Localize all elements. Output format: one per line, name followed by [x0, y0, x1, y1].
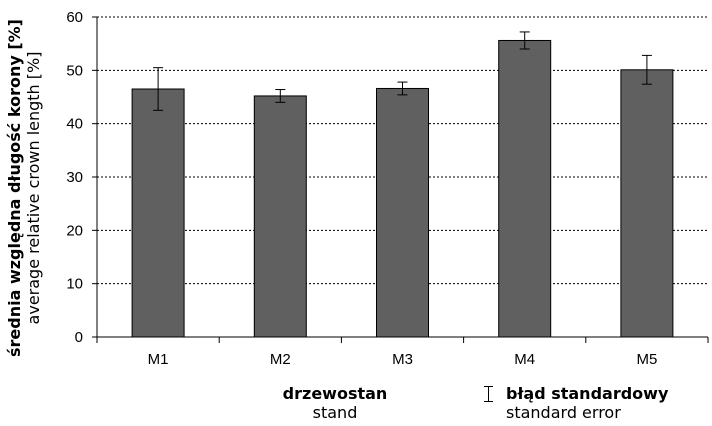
x-tick-label-M4: M4: [514, 351, 535, 368]
x-tick-label-M5: M5: [636, 351, 657, 368]
bar-M2: [253, 95, 307, 338]
x-axis-title-primary: drzewostan: [282, 384, 388, 403]
y-tick-label-30: 30: [66, 169, 83, 186]
legend-label-secondary: standard error: [506, 403, 621, 422]
legend-label-primary: błąd standardowy: [506, 384, 669, 403]
y-tick-label-60: 60: [66, 9, 83, 26]
y-tick-label-40: 40: [66, 116, 83, 133]
x-tick-label-M1: M1: [148, 351, 169, 368]
x-axis-title-secondary: stand: [312, 403, 358, 422]
bar-M5: [620, 69, 674, 338]
y-tick-label-10: 10: [66, 276, 83, 293]
x-tick-label-M2: M2: [270, 351, 291, 368]
y-tick-label-0: 0: [75, 329, 83, 346]
bar-M3: [376, 87, 429, 338]
x-tick-label-M3: M3: [392, 351, 413, 368]
y-tick-label-20: 20: [66, 222, 83, 239]
error-bar-legend-icon: [484, 386, 494, 402]
y-axis-title-secondary: average relative crown length [%]: [24, 52, 43, 325]
bar-M1: [131, 88, 185, 338]
bar-M4: [498, 39, 552, 338]
y-axis-title-primary: średnia względna długość korony [%]: [5, 19, 24, 357]
y-tick-labels: 0 10 20 30 40 50 60: [66, 9, 83, 346]
y-tick-label-50: 50: [66, 62, 83, 79]
x-tick-labels: M1 M2 M3 M4 M5: [148, 351, 658, 368]
axes: [92, 16, 709, 343]
error-bars: [153, 31, 652, 111]
